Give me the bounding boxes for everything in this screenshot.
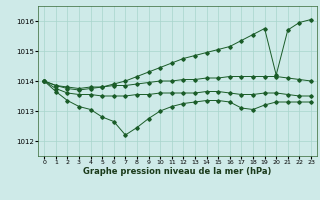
- X-axis label: Graphe pression niveau de la mer (hPa): Graphe pression niveau de la mer (hPa): [84, 167, 272, 176]
